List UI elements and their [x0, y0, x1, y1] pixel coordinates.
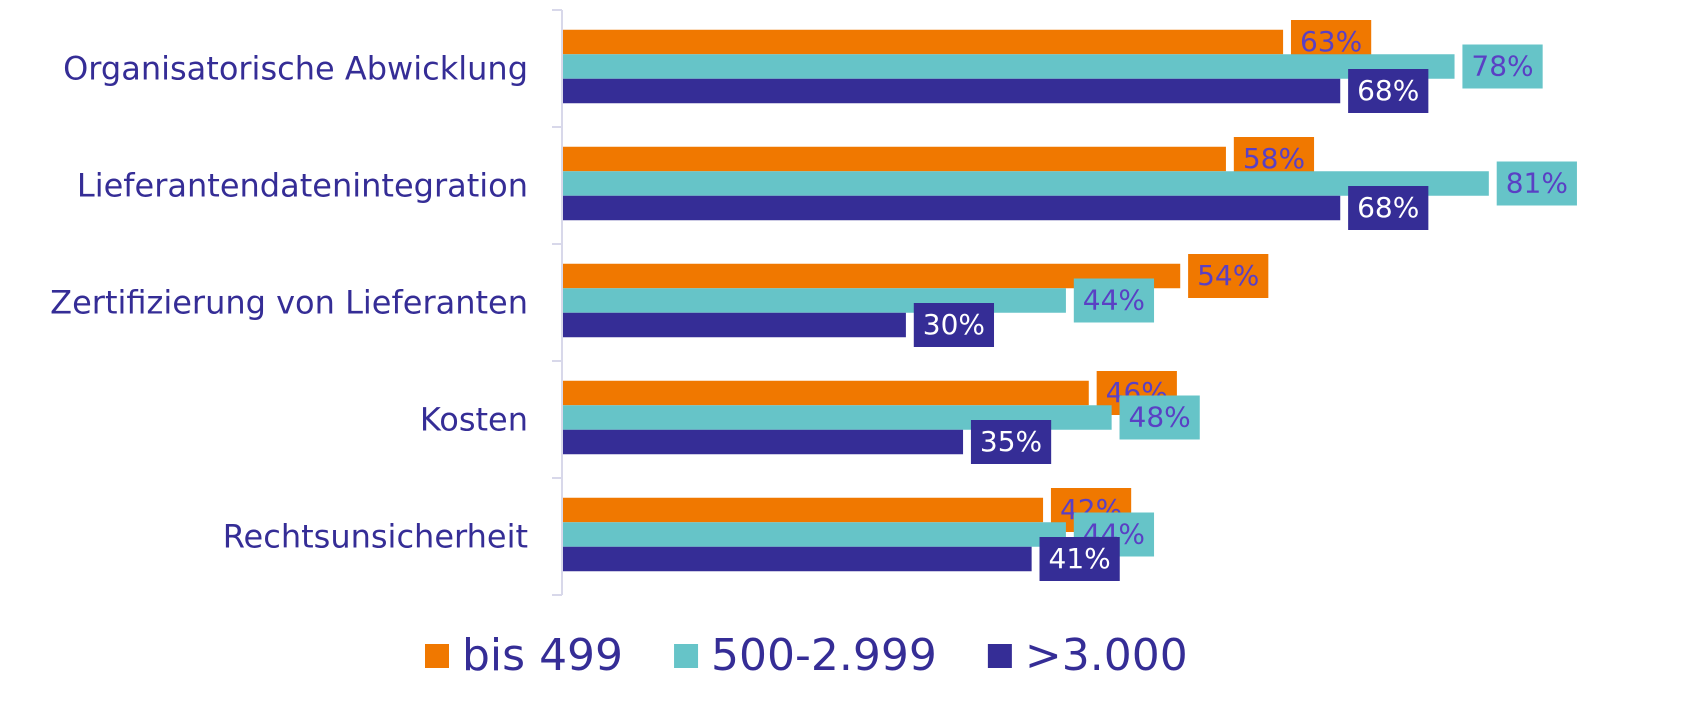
value-label: 63%	[1300, 25, 1362, 58]
value-label-box	[1348, 186, 1429, 230]
category-label: Lieferantendatenintegration	[77, 167, 528, 205]
bar	[563, 78, 1341, 104]
legend-label: bis 499	[462, 630, 623, 681]
category-label: Kosten	[420, 401, 528, 439]
bar	[563, 195, 1341, 221]
category-label: Zertifizierung von Lieferanten	[50, 284, 528, 322]
bar	[563, 497, 1044, 523]
legend-swatch	[987, 644, 1012, 668]
value-label: 68%	[1357, 74, 1419, 107]
bar	[563, 429, 964, 455]
value-label: 78%	[1471, 50, 1533, 83]
bar	[563, 380, 1089, 406]
value-label: 68%	[1357, 191, 1419, 224]
value-label-box	[1462, 44, 1543, 89]
value-label-box	[1348, 69, 1429, 113]
bar	[563, 546, 1032, 572]
value-label: 48%	[1129, 401, 1191, 434]
value-label: 44%	[1083, 284, 1145, 317]
value-label-box	[1119, 395, 1200, 440]
bar	[563, 312, 906, 338]
legend-label: 500-2.999	[711, 630, 937, 681]
category-label: Rechtsunsicherheit	[223, 518, 528, 556]
bar	[563, 171, 1489, 196]
bar	[563, 146, 1226, 172]
legend-label: >3.000	[1025, 630, 1188, 681]
legend-swatch	[674, 644, 699, 668]
value-label-box	[1073, 278, 1155, 323]
legend-swatch	[425, 644, 449, 668]
bar	[563, 522, 1066, 547]
value-label: 41%	[1049, 542, 1111, 575]
value-label-box	[1188, 254, 1269, 298]
value-label: 30%	[923, 308, 985, 341]
value-label: 35%	[980, 425, 1042, 458]
value-label-box	[913, 303, 995, 347]
value-label: 81%	[1506, 167, 1568, 200]
value-label-box	[1039, 537, 1120, 581]
value-label-box	[1496, 161, 1577, 206]
bar	[563, 54, 1455, 79]
bar	[563, 29, 1284, 55]
category-label: Organisatorische Abwicklung	[63, 50, 528, 88]
value-label-box	[970, 420, 1052, 464]
value-label: 58%	[1243, 142, 1305, 175]
value-label: 54%	[1197, 259, 1259, 292]
